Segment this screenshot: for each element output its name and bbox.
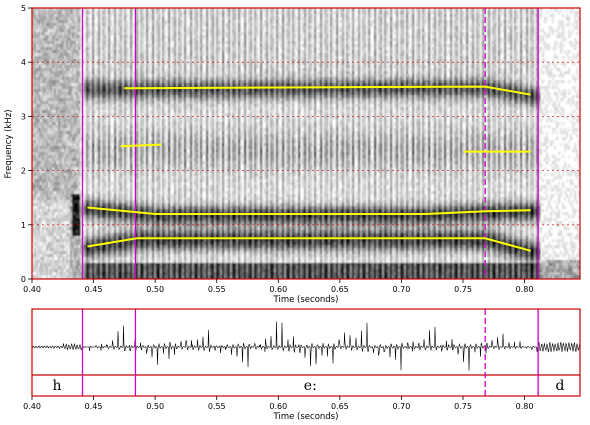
waveform-panel: h e: d 0.40 0.45 0.50 0.55 0.60 0.65 0.70 0.75 0.8… xyxy=(23,308,581,422)
segment-label: h xyxy=(52,378,61,394)
time-tick-label: 0.70 xyxy=(393,285,411,294)
frequency-tick-label: 5 xyxy=(21,4,26,13)
spectrogram-frame xyxy=(31,7,581,280)
frequency-gridlines xyxy=(32,61,580,226)
formant-track-1 xyxy=(87,237,531,252)
time-tick-label: 0.60 xyxy=(269,285,287,294)
waveform-trace xyxy=(32,321,580,371)
time-tick-label: 0.80 xyxy=(516,285,534,294)
segment-boundaries-waveform xyxy=(81,309,539,396)
time-tick-label: 0.40 xyxy=(23,402,41,411)
waveform-time-axis: 0.40 0.45 0.50 0.55 0.60 0.65 0.70 0.75 0.80 xyxy=(23,396,533,411)
spectrogram-time-axis-label: Time (seconds) xyxy=(273,295,339,305)
formant-tracks xyxy=(87,85,531,252)
frequency-axis-label: Frequency (kHz) xyxy=(4,109,14,178)
segment-label: e: xyxy=(304,378,317,394)
time-tick-label: 0.55 xyxy=(208,285,226,294)
waveform-background xyxy=(32,309,580,396)
time-tick-label: 0.75 xyxy=(454,285,472,294)
segment-labels: h e: d xyxy=(52,378,564,394)
segment-boundaries-spectrogram xyxy=(81,8,539,279)
frequency-tick-label: 4 xyxy=(21,58,26,67)
time-tick-label: 0.65 xyxy=(331,285,349,294)
time-tick-label: 0.45 xyxy=(85,285,103,294)
frequency-axis: 0 1 2 3 4 5 xyxy=(21,4,32,284)
time-tick-label: 0.45 xyxy=(85,402,103,411)
time-tick-label: 0.50 xyxy=(146,285,164,294)
frequency-tick-label: 0 xyxy=(21,275,26,284)
frequency-tick-label: 3 xyxy=(21,112,26,121)
time-tick-label: 0.60 xyxy=(269,402,287,411)
time-tick-label: 0.55 xyxy=(208,402,226,411)
time-tick-label: 0.40 xyxy=(23,285,41,294)
time-tick-label: 0.80 xyxy=(516,402,534,411)
segment-label: d xyxy=(556,378,565,394)
time-tick-label: 0.50 xyxy=(146,402,164,411)
formant-track-5 xyxy=(124,85,531,96)
spectrogram-time-axis: 0.40 0.45 0.50 0.55 0.60 0.65 0.70 0.75 0.80 xyxy=(23,279,533,294)
waveform-frame xyxy=(31,308,581,397)
formant-track-2 xyxy=(87,206,531,215)
time-tick-label: 0.75 xyxy=(454,402,472,411)
frequency-tick-label: 2 xyxy=(21,167,26,176)
time-tick-label: 0.65 xyxy=(331,402,349,411)
waveform-time-axis-label: Time (seconds) xyxy=(273,412,339,422)
time-tick-label: 0.70 xyxy=(393,402,411,411)
formant-track-3 xyxy=(120,143,162,148)
spectrogram-energy xyxy=(32,8,580,279)
frequency-tick-label: 1 xyxy=(21,221,26,230)
